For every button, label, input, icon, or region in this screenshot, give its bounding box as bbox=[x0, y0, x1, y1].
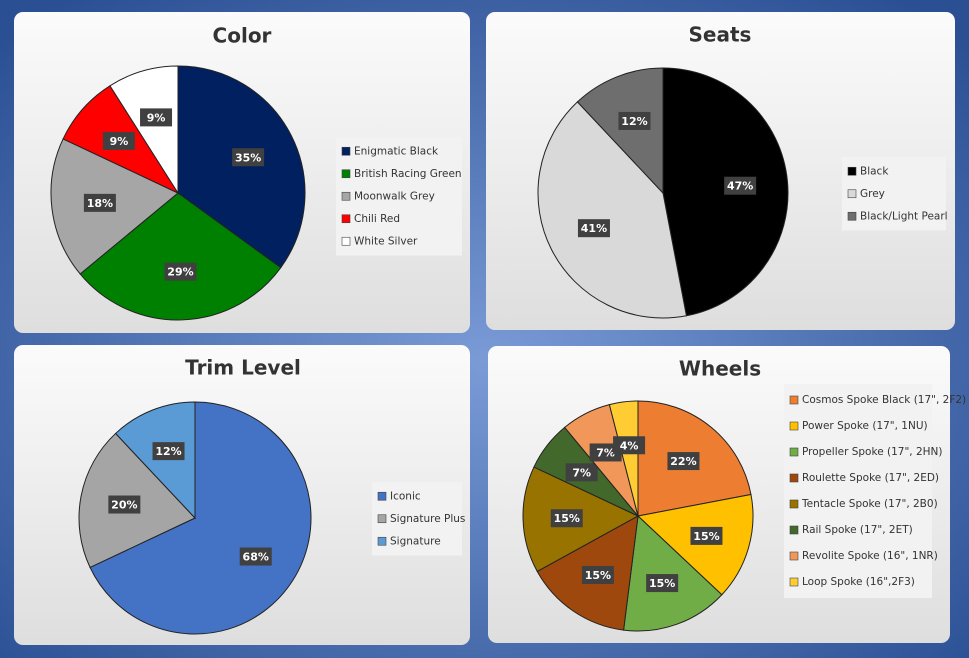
legend-swatch bbox=[789, 499, 799, 509]
legend-label: Revolite Spoke (16", 1NR) bbox=[802, 550, 938, 562]
pie-slice bbox=[177, 65, 306, 269]
pie-slice bbox=[623, 514, 723, 632]
legend-label: Black bbox=[860, 165, 889, 177]
legend-swatch bbox=[789, 473, 799, 483]
label-bg bbox=[581, 565, 614, 584]
data-label: 47% bbox=[727, 180, 753, 193]
label-bg bbox=[577, 219, 610, 238]
chart-title: Seats bbox=[689, 23, 752, 47]
pie-slice bbox=[79, 192, 282, 321]
data-label: 7% bbox=[596, 446, 615, 459]
label-bg bbox=[613, 436, 646, 455]
label-bg bbox=[140, 108, 173, 127]
data-label: 29% bbox=[167, 266, 193, 279]
legend-swatch bbox=[789, 421, 799, 431]
data-label: 9% bbox=[110, 135, 129, 148]
label-bg bbox=[690, 526, 723, 545]
data-label: 41% bbox=[581, 222, 607, 235]
label-bg bbox=[550, 509, 583, 528]
legend-swatch bbox=[847, 211, 857, 221]
legend-label: White Silver bbox=[354, 235, 418, 247]
legend-swatch bbox=[377, 514, 387, 524]
label-bg bbox=[108, 495, 141, 514]
data-label: 22% bbox=[670, 455, 696, 468]
legend-label: Propeller Spoke (17", 2HN) bbox=[802, 446, 942, 458]
legend-swatch bbox=[789, 577, 799, 587]
label-bg bbox=[667, 452, 700, 471]
data-label: 12% bbox=[621, 115, 647, 128]
legend-label: Roulette Spoke (17", 2ED) bbox=[802, 472, 939, 484]
legend-swatch bbox=[341, 169, 351, 179]
label-bg bbox=[102, 131, 135, 150]
legend-swatch bbox=[377, 491, 387, 501]
legend-box bbox=[372, 482, 462, 556]
legend-swatch bbox=[377, 536, 387, 546]
chart-title: Color bbox=[213, 24, 272, 48]
data-label: 18% bbox=[87, 197, 113, 210]
legend-label: Cosmos Spoke Black (17", 2F2) bbox=[802, 394, 966, 406]
legend-swatch bbox=[341, 236, 351, 246]
legend-swatch bbox=[341, 214, 351, 224]
legend-swatch bbox=[847, 189, 857, 199]
pie-slice bbox=[608, 400, 639, 517]
legend-swatch bbox=[341, 191, 351, 201]
chart-title: Trim Level bbox=[185, 356, 301, 380]
legend-label: Chili Red bbox=[354, 213, 400, 225]
legend-label: Moonwalk Grey bbox=[354, 190, 435, 202]
label-bg bbox=[724, 176, 757, 195]
legend-swatch bbox=[789, 551, 799, 561]
legend-label: Tentacle Spoke (17", 2B0) bbox=[801, 498, 938, 510]
pie-slice bbox=[537, 101, 688, 319]
legend-swatch bbox=[789, 395, 799, 405]
label-bg bbox=[232, 148, 265, 167]
data-label: 15% bbox=[649, 577, 675, 590]
legend-label: Signature Plus bbox=[390, 513, 465, 525]
legend-box bbox=[842, 157, 946, 231]
label-bg bbox=[565, 463, 598, 482]
data-label: 9% bbox=[147, 111, 166, 124]
legend-label: Enigmatic Black bbox=[354, 145, 439, 157]
legend-label: Rail Spoke (17", 2ET) bbox=[802, 524, 913, 536]
label-bg bbox=[164, 262, 197, 281]
label-bg bbox=[618, 111, 651, 130]
legend-swatch bbox=[789, 525, 799, 535]
legend-label: Grey bbox=[860, 188, 885, 200]
data-label: 68% bbox=[243, 551, 269, 564]
label-bg bbox=[646, 574, 679, 593]
data-label: 15% bbox=[693, 530, 719, 543]
legend-label: Power Spoke (17", 1NU) bbox=[802, 420, 928, 432]
data-label: 35% bbox=[235, 151, 261, 164]
legend-label: Loop Spoke (16",2F3) bbox=[802, 576, 915, 588]
legend-label: Black/Light Pearl bbox=[860, 210, 948, 222]
legend-box bbox=[784, 384, 932, 598]
label-bg bbox=[83, 193, 116, 212]
data-label: 15% bbox=[554, 512, 580, 525]
legend-label: Iconic bbox=[390, 490, 421, 502]
legend-swatch bbox=[341, 146, 351, 156]
label-bg bbox=[152, 442, 185, 461]
data-label: 15% bbox=[585, 569, 611, 582]
chart-title: Wheels bbox=[679, 357, 761, 381]
legend-label: Signature bbox=[390, 535, 441, 547]
legend-swatch bbox=[789, 447, 799, 457]
data-label: 12% bbox=[155, 445, 181, 458]
data-label: 20% bbox=[111, 499, 137, 512]
pie-slice bbox=[109, 65, 179, 195]
legend-label: British Racing Green bbox=[354, 168, 462, 180]
pie-slice bbox=[89, 401, 312, 635]
data-label: 7% bbox=[572, 466, 591, 479]
label-bg bbox=[239, 547, 272, 566]
pie-slice bbox=[576, 67, 664, 195]
legend-box bbox=[336, 137, 462, 256]
data-label: 4% bbox=[620, 439, 639, 452]
legend-swatch bbox=[847, 166, 857, 176]
